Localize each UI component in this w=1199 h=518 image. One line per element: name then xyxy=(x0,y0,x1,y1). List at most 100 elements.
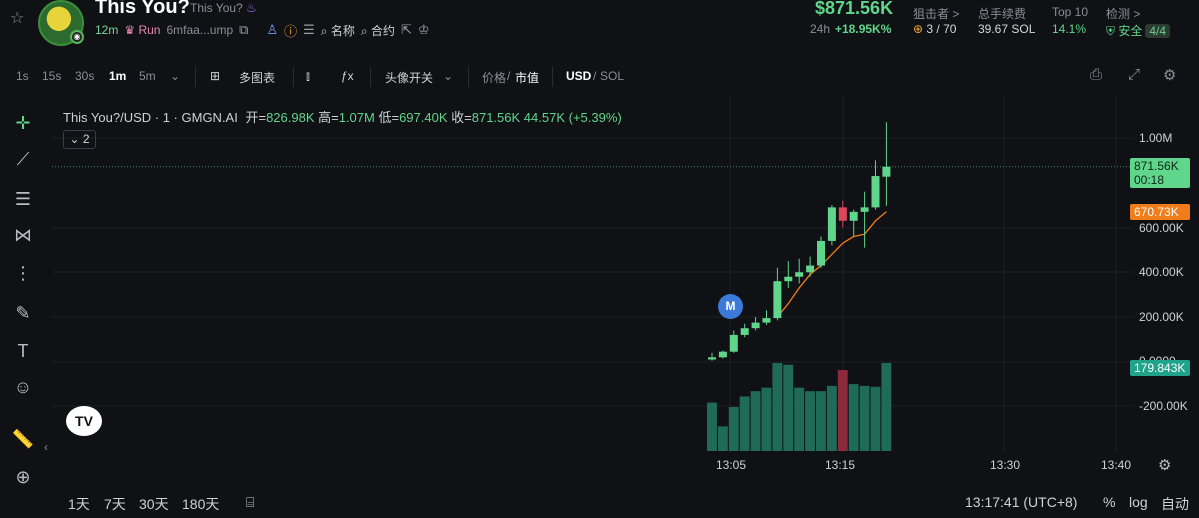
date-range-calendar-icon[interactable]: ⌸ xyxy=(246,494,255,510)
token-subname-text: This You? xyxy=(190,1,243,15)
currency-sol-option[interactable]: SOL xyxy=(600,69,625,83)
candlestick-chart[interactable] xyxy=(52,96,1133,452)
target-icon: ⊕ xyxy=(913,22,924,36)
log-toggle[interactable]: log xyxy=(1129,494,1148,510)
add-indicator-icon[interactable]: ⊞ xyxy=(210,69,221,83)
audit-badge: 4/4 xyxy=(1145,24,1171,38)
candle-body xyxy=(827,207,836,241)
toolbar-divider xyxy=(468,67,469,87)
candle-body xyxy=(729,334,738,352)
clock-timezone[interactable]: 13:17:41 (UTC+8) xyxy=(965,494,1078,510)
volume-bar xyxy=(837,370,848,451)
bottom-bar: 1天 7天 30天 180天 ⌸ 13:17:41 (UTC+8) % log … xyxy=(0,490,1199,518)
share-icon[interactable]: ⇱ xyxy=(400,22,412,37)
search-contract-link[interactable]: ⌕ 合约 xyxy=(360,23,395,38)
indicators-fx-icon[interactable]: ƒx xyxy=(341,69,354,83)
copy-icon[interactable]: ⧉ xyxy=(239,22,249,37)
toolbar-divider xyxy=(293,67,294,87)
ruler-icon[interactable]: 📏 xyxy=(11,429,35,449)
settings-gear-icon[interactable]: ⚙ xyxy=(1163,67,1177,84)
candle-body xyxy=(784,276,793,282)
y-tick-label: 1.00M xyxy=(1139,131,1173,145)
currency-usd-option[interactable]: USD xyxy=(566,69,592,83)
drawing-toolbar: ✛ ⟋ ☰ ⋈ ⋮ ✎ T ☺ 📏 ⊕ xyxy=(0,100,46,490)
price-mode-option[interactable]: 价格 xyxy=(482,71,507,85)
search-name-link[interactable]: ⌕ 名称 xyxy=(320,23,355,38)
auto-toggle[interactable]: 自动 xyxy=(1161,496,1189,512)
y-tick-label: 600.00K xyxy=(1139,221,1184,235)
list-icon[interactable]: ☰ xyxy=(303,22,315,37)
range-30d[interactable]: 30天 xyxy=(139,496,169,512)
range-1d[interactable]: 1天 xyxy=(68,496,90,512)
avatar-badge-icon: ◉ xyxy=(70,30,84,44)
toolbar-divider xyxy=(552,67,553,87)
multi-chart-button[interactable]: 多图表 xyxy=(239,71,276,85)
chart-toolbar: 1s 15s 30s 1m 5m ⌄ ⊞ 多图表 ⫾ ƒx 头像开关 ⌄ 价格 … xyxy=(0,64,1199,90)
favorite-star-icon[interactable]: ☆ xyxy=(10,10,25,27)
avatar-toggle-chevron-icon[interactable]: ⌄ xyxy=(443,69,454,83)
emoji-icon[interactable]: ☺ xyxy=(13,377,33,397)
volume-bar xyxy=(816,391,826,451)
text-tool-icon[interactable]: T xyxy=(17,341,29,361)
change-value: +18.95K% xyxy=(835,22,892,36)
axis-settings-gear-icon[interactable]: ⚙ xyxy=(1158,457,1172,474)
legend-high-label: 高= xyxy=(318,110,339,125)
fullscreen-icon[interactable]: ⤢ xyxy=(1128,66,1141,83)
y-tick-label: 200.00K xyxy=(1139,310,1184,324)
x-tick-label: 13:30 xyxy=(990,458,1021,472)
collapse-indicators-button[interactable]: ⌄ 2 xyxy=(63,130,96,149)
horizontal-lines-icon[interactable]: ☰ xyxy=(14,189,32,209)
brush-icon[interactable]: ✎ xyxy=(15,303,31,323)
top10-value: 14.1% xyxy=(1052,22,1087,36)
interval-5m[interactable]: 5m xyxy=(139,69,156,83)
mcap-mode-option[interactable]: 市值 xyxy=(515,71,540,85)
warning-icon[interactable]: ⓘ xyxy=(284,23,298,39)
toolbar-divider xyxy=(195,67,196,87)
interval-30s[interactable]: 30s xyxy=(75,69,95,83)
candle-body xyxy=(838,207,847,221)
collapse-toolbar-chevron-icon[interactable]: ‹ xyxy=(44,440,48,454)
candle-body xyxy=(751,322,760,329)
candle-body xyxy=(708,357,716,360)
volume-bar xyxy=(826,385,837,451)
candle-body xyxy=(806,265,815,273)
range-180d[interactable]: 180天 xyxy=(182,496,220,512)
fib-icon[interactable]: ⋮ xyxy=(14,263,32,283)
avatar-toggle-button[interactable]: 头像开关 xyxy=(385,71,434,85)
current-price-tag-value: 871.56K xyxy=(1134,159,1179,173)
legend-open: 826.98K xyxy=(266,110,315,125)
legend-change: 44.57K (+5.39%) xyxy=(523,110,622,125)
migration-marker[interactable]: M xyxy=(718,294,743,319)
crown-icon[interactable]: ♔ xyxy=(417,22,430,37)
volume-bar xyxy=(794,387,805,451)
zoom-icon[interactable]: ⊕ xyxy=(15,467,31,487)
range-7d[interactable]: 7天 xyxy=(104,496,126,512)
ma-line xyxy=(776,211,887,318)
interval-1s[interactable]: 1s xyxy=(16,69,29,83)
trend-line-icon[interactable]: ⟋ xyxy=(16,149,30,169)
search-name-label: 名称 xyxy=(330,23,355,38)
audit-label[interactable]: 检测 > xyxy=(1106,7,1141,21)
ma-price-tag: 670.73K xyxy=(1130,204,1190,220)
interval-dropdown-chevron-icon[interactable]: ⌄ xyxy=(170,69,181,83)
y-tick-label: 400.00K xyxy=(1139,265,1184,279)
holder-icon[interactable]: ♙ xyxy=(266,22,279,37)
camera-icon[interactable]: ⎙ xyxy=(1090,66,1103,83)
tradingview-logo[interactable]: TV xyxy=(66,406,102,436)
snipers-value: ⊕ 3 / 70 xyxy=(913,22,956,36)
interval-1m[interactable]: 1m xyxy=(109,69,127,83)
token-age: 12m xyxy=(95,23,119,37)
contract-address: 6mfaa...ump xyxy=(166,23,234,37)
top10-label: Top 10 xyxy=(1052,5,1089,19)
candle-body xyxy=(860,207,869,212)
legend-close-label: 收= xyxy=(451,110,472,125)
snipers-label[interactable]: 狙击者 > xyxy=(913,7,960,21)
pattern-icon[interactable]: ⋈ xyxy=(14,225,32,245)
volume-bar xyxy=(707,402,717,451)
crosshair-icon[interactable]: ✛ xyxy=(15,113,31,133)
shield-icon: ⛨ xyxy=(1106,24,1116,38)
interval-15s[interactable]: 15s xyxy=(42,69,62,83)
percent-toggle[interactable]: % xyxy=(1103,494,1116,510)
toolbar-divider xyxy=(370,67,371,87)
candle-type-icon[interactable]: ⫾ xyxy=(306,69,310,83)
